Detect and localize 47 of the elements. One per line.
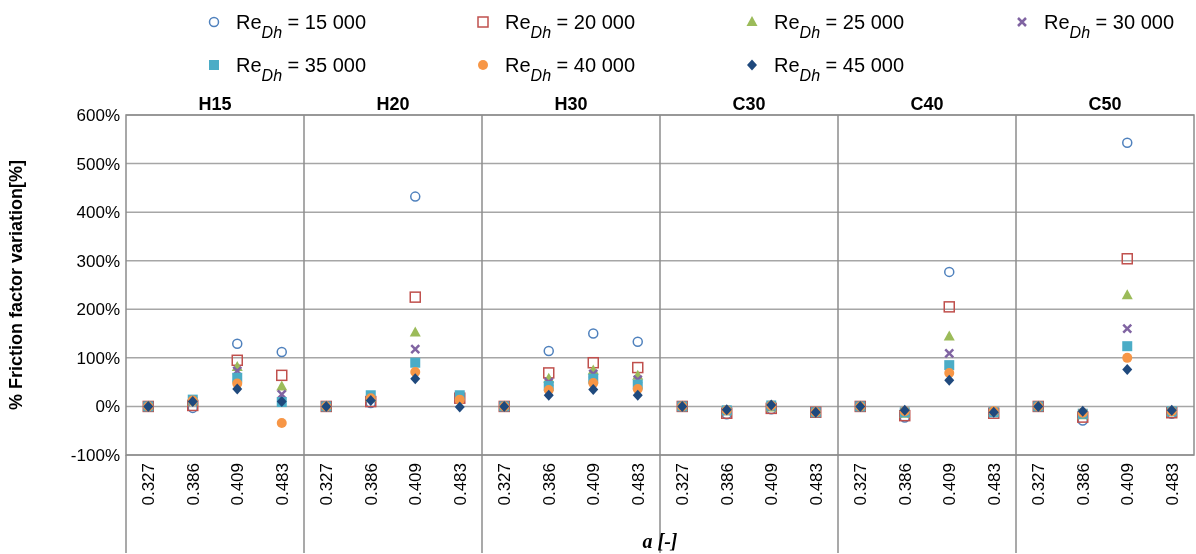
x-tick-label: 0.409 (228, 463, 248, 506)
legend-label: Re$_{Dh}$ = 20 000 (505, 11, 636, 41)
y-tick-label: -100% (70, 445, 120, 465)
x-tick-label: 0.327 (139, 463, 159, 506)
x-tick-label: 0.327 (1029, 463, 1049, 506)
x-tick-label: 0.386 (183, 463, 203, 506)
y-tick-label: 100% (76, 348, 120, 368)
legend-label: Re$_{Dh}$ = 15 000 (236, 11, 367, 41)
y-axis-title: % Friction factor variation[%] (6, 159, 26, 411)
text: H30 (554, 94, 588, 114)
x-tick-label: 0.327 (495, 463, 515, 506)
y-tick-label: 300% (76, 251, 120, 271)
x-tick-label: 0.327 (851, 463, 871, 506)
x-tick-label: 0.409 (1118, 463, 1138, 506)
x-tick-label: 0.386 (539, 463, 559, 506)
text: C50 (1088, 94, 1122, 114)
x-tick-label: 0.386 (361, 463, 381, 506)
x-tick-label: 0.386 (895, 463, 915, 506)
legend-label: Re$_{Dh}$ = 45 000 (774, 54, 905, 84)
x-tick-label: 0.483 (984, 463, 1004, 506)
legend-label: Re$_{Dh}$ = 35 000 (236, 54, 367, 84)
y-tick-label: 200% (76, 300, 120, 320)
x-tick-label: 0.409 (406, 463, 426, 506)
x-tick-label: 0.483 (628, 463, 648, 506)
legend-label: Re$_{Dh}$ = 25 000 (774, 11, 905, 41)
text: C30 (732, 94, 766, 114)
text: H20 (376, 94, 410, 114)
x-tick-label: 0.386 (1073, 463, 1093, 506)
x-tick-label: 0.483 (806, 463, 826, 506)
text: C40 (910, 94, 944, 114)
x-tick-label: 0.483 (450, 463, 470, 506)
x-axis-title: a [-] (642, 530, 678, 552)
x-tick-label: 0.409 (584, 463, 604, 506)
x-tick-label: 0.386 (717, 463, 737, 506)
y-tick-label: 600% (76, 105, 120, 125)
y-tick-label: 400% (76, 203, 120, 223)
y-tick-label: 500% (76, 154, 120, 174)
x-tick-label: 0.483 (1162, 463, 1182, 506)
x-tick-label: 0.327 (673, 463, 693, 506)
x-tick-label: 0.483 (272, 463, 292, 506)
legend-label: Re$_{Dh}$ = 40 000 (505, 54, 636, 84)
text: H15 (198, 94, 232, 114)
x-tick-label: 0.409 (940, 463, 960, 506)
y-tick-label: 0% (95, 397, 120, 417)
legend-label: Re$_{Dh}$ = 30 000 (1044, 11, 1175, 41)
x-tick-label: 0.327 (317, 463, 337, 506)
x-tick-label: 0.409 (762, 463, 782, 506)
